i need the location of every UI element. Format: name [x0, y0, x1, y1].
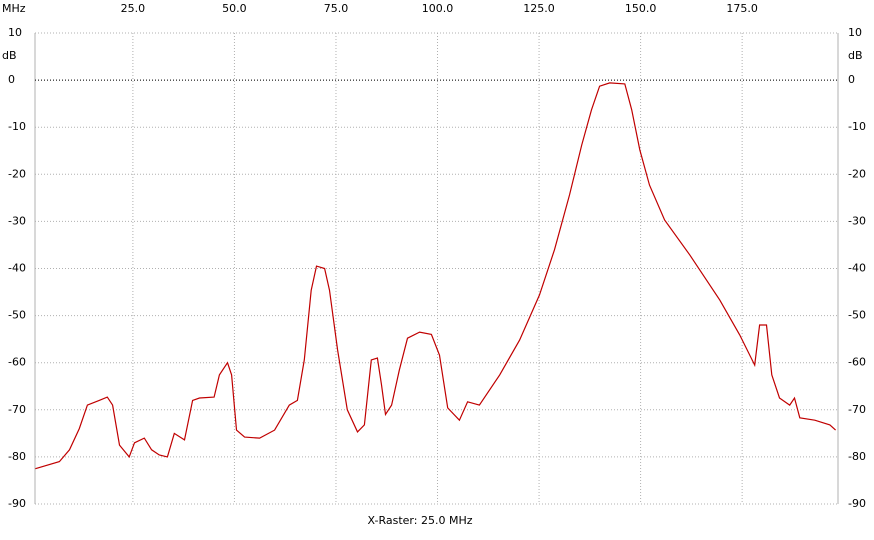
y-tick-label: -80 [8, 450, 26, 463]
x-tick-label: 175.0 [726, 2, 758, 15]
y-tick-label: -70 [8, 403, 26, 416]
y-tick-label: -30 [8, 214, 26, 227]
y-tick-label-right: -80 [848, 450, 866, 463]
x-tick-label: 25.0 [121, 2, 146, 15]
y-tick-label-right: -20 [848, 167, 866, 180]
y-tick-label-right: -50 [848, 309, 866, 322]
y-tick-label: -90 [8, 497, 26, 510]
y-tick-label: 10 [8, 26, 22, 39]
y-tick-label: -10 [8, 120, 26, 133]
y-tick-label-right: -40 [848, 262, 866, 275]
y-unit-right: dB [848, 49, 863, 62]
y-tick-label: -20 [8, 167, 26, 180]
x-tick-label: 150.0 [625, 2, 657, 15]
y-tick-label-right: -10 [848, 120, 866, 133]
y-unit-left: dB [2, 49, 17, 62]
y-tick-label-right: -90 [848, 497, 866, 510]
x-tick-label: 100.0 [422, 2, 454, 15]
x-axis-label: X-Raster: 25.0 MHz [368, 514, 473, 527]
y-tick-label: -40 [8, 262, 26, 275]
y-tick-label-right: -70 [848, 403, 866, 416]
y-tick-label-right: 0 [848, 73, 855, 86]
y-tick-label-right: 10 [848, 26, 862, 39]
y-tick-label: 0 [8, 73, 15, 86]
line-series [35, 82, 837, 470]
x-unit: MHz [2, 2, 26, 15]
x-tick-label: 75.0 [324, 2, 349, 15]
y-tick-label-right: -60 [848, 356, 866, 369]
x-tick-label: 125.0 [523, 2, 555, 15]
y-tick-label: -60 [8, 356, 26, 369]
x-tick-label: 50.0 [222, 2, 247, 15]
y-tick-label: -50 [8, 309, 26, 322]
y-tick-label-right: -30 [848, 214, 866, 227]
